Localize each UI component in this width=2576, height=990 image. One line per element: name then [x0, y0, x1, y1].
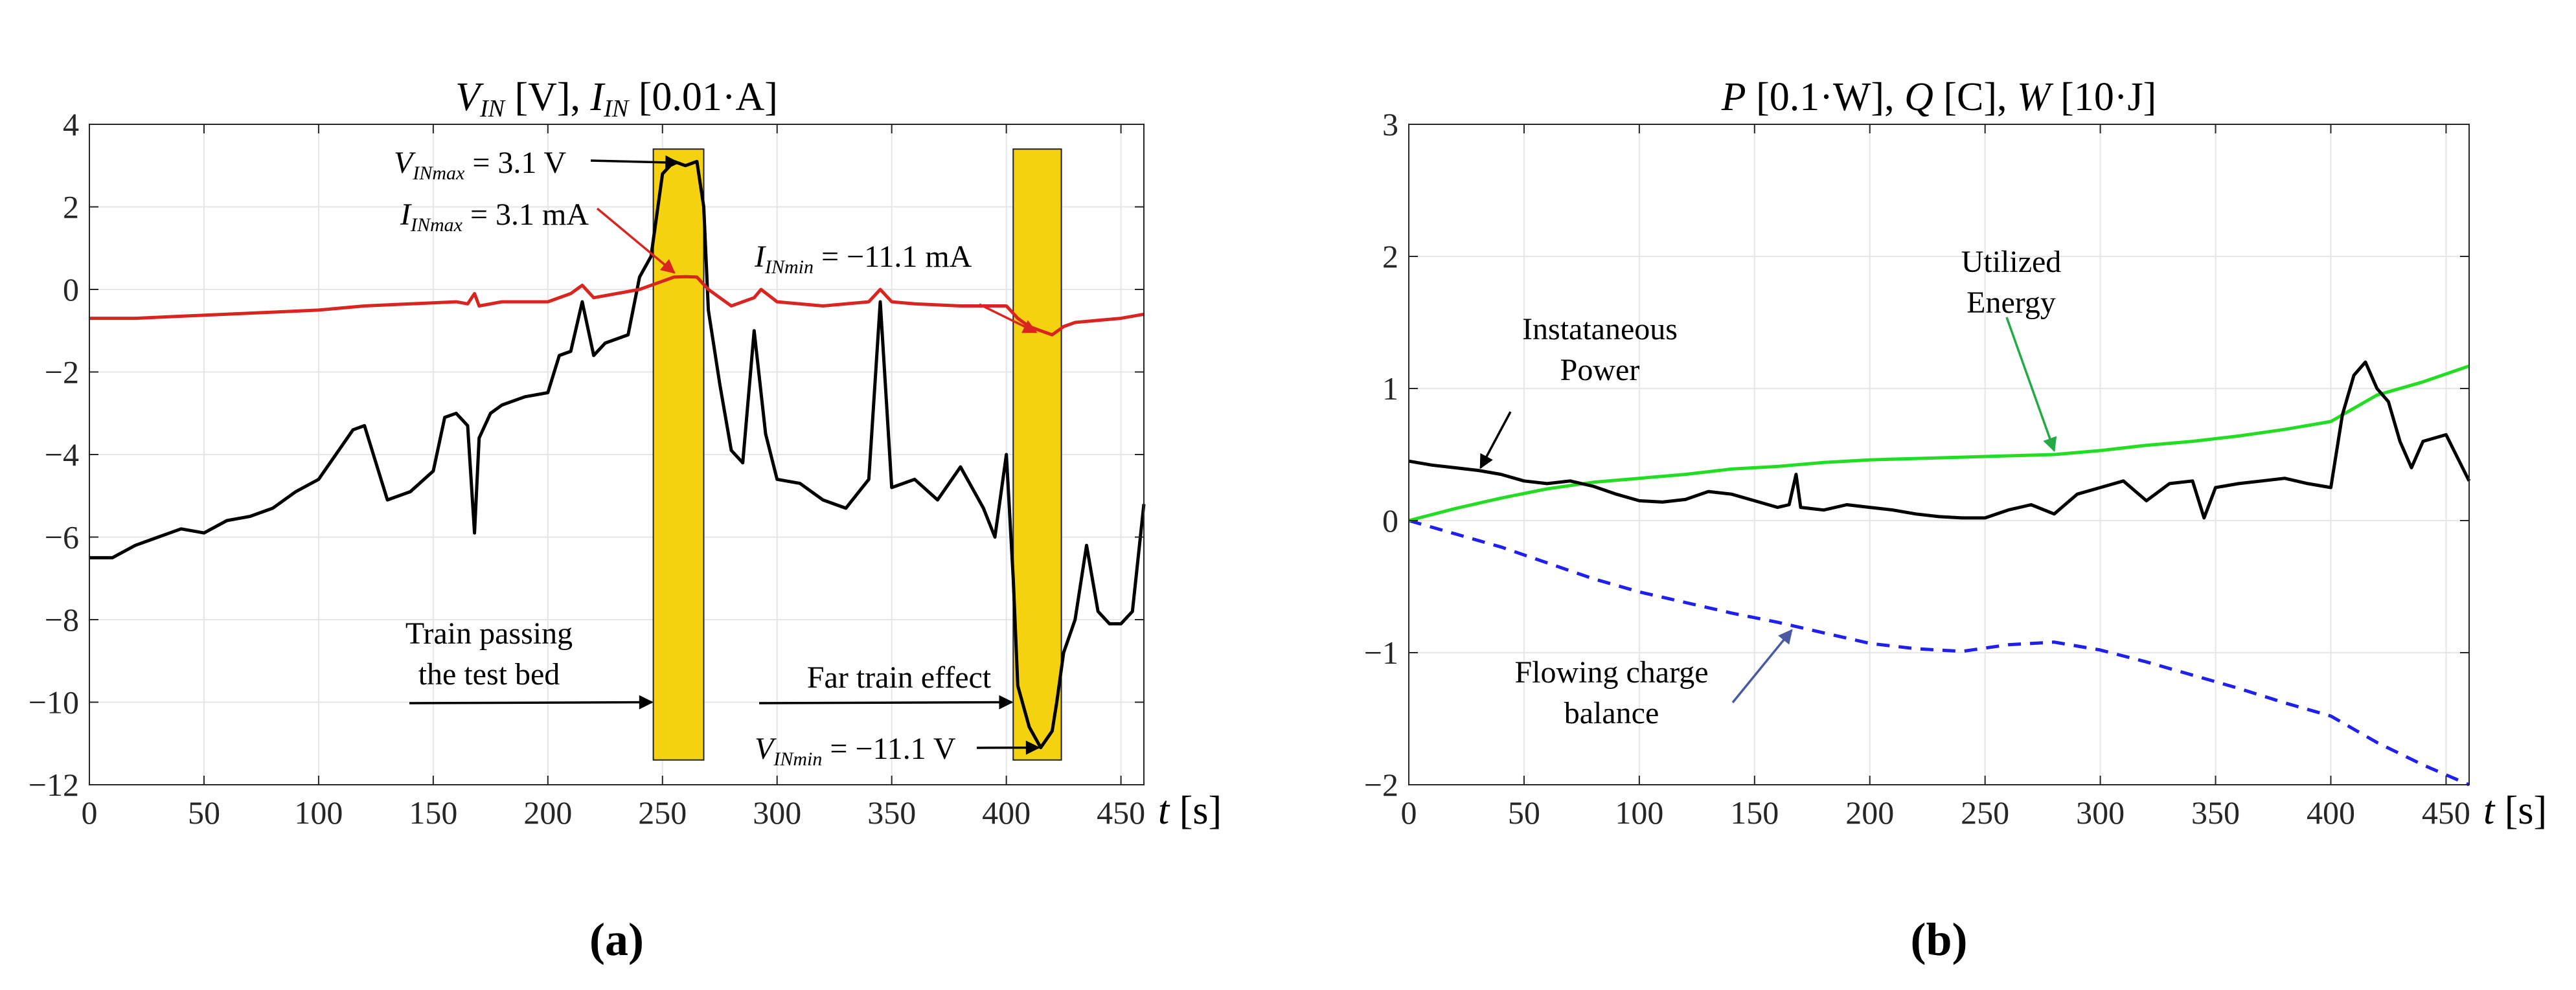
- x-tick-label: 250: [638, 794, 687, 831]
- y-tick-label: −2: [1364, 767, 1398, 803]
- chart-title-b: P [0.1·W], Q [C], W [10·J]: [1721, 75, 2157, 119]
- x-tick-label: 450: [1097, 794, 1145, 831]
- x-tick-label: 150: [409, 794, 457, 831]
- x-axis-label-a: t [s]: [1158, 789, 1222, 833]
- x-tick-label: 200: [1845, 794, 1894, 831]
- x-tick-label: 100: [1615, 794, 1663, 831]
- x-tick-label: 50: [1508, 794, 1540, 831]
- x-tick-label: 200: [523, 794, 572, 831]
- annotation-label: Train passing the test bed: [405, 616, 573, 692]
- annotation-arrow-imax: [596, 207, 676, 274]
- y-tick-label: 0: [63, 271, 79, 308]
- highlight-regions-a: [652, 148, 1062, 761]
- y-tick-label: 4: [63, 106, 79, 142]
- series-b: [1408, 360, 2471, 787]
- panel-label-b: (b): [1911, 914, 1968, 965]
- chart-panel-a: VIN [V], IIN [0.01·A] 0 50 100 150 200 250 300…: [28, 75, 1222, 965]
- annotation-label: IINmin = −11.1 mA: [754, 240, 972, 278]
- series-line-iin: [89, 275, 1145, 337]
- chart-title-a: VIN [V], IIN [0.01·A]: [455, 75, 778, 122]
- y-tick-label: −12: [28, 767, 79, 803]
- y-tick-label: 2: [63, 189, 79, 225]
- annotation-arrow-power: [1479, 411, 1512, 469]
- y-tick-label: 2: [1382, 238, 1398, 275]
- x-tick-label: 450: [2422, 794, 2470, 831]
- series-line-energy: [1408, 364, 2470, 523]
- x-axis-label-b: t [s]: [2483, 789, 2547, 833]
- x-tick-label: 350: [2191, 794, 2240, 831]
- axes-frame-b: [1408, 124, 2470, 785]
- y-tick-label: −10: [28, 684, 79, 721]
- x-tick-label: 0: [82, 794, 98, 831]
- y-tick-label: −4: [45, 436, 79, 473]
- panel-label-a: (a): [589, 914, 644, 965]
- x-tick-label: 300: [2076, 794, 2125, 831]
- annotation-arrow-energy: [2005, 317, 2057, 453]
- y-tick-label: −8: [45, 602, 79, 638]
- chart-panel-b: P [0.1·W], Q [C], W [10·J] 0 50 100 150 200 2…: [1364, 75, 2547, 965]
- annotations-a: VINmax = 3.1 V IINmax = 3.1 mA IINmin = −1…: [394, 146, 1040, 770]
- annotation-label: Instataneous Power: [1522, 312, 1678, 387]
- x-tick-label: 0: [1401, 794, 1417, 831]
- annotation-label: Flowing charge balance: [1514, 655, 1708, 730]
- grid-b: [1408, 124, 2469, 785]
- x-tick-label: 300: [753, 794, 801, 831]
- highlight-region: [1012, 148, 1062, 761]
- annotation-label: VINmax = 3.1 V: [394, 146, 567, 184]
- annotation-label: Utilized Energy: [1961, 245, 2062, 320]
- annotation-arrow-vmax: [590, 155, 680, 170]
- y-tick-label: −1: [1364, 635, 1398, 671]
- highlight-region: [652, 148, 705, 761]
- series-line-power: [1408, 360, 2471, 520]
- annotation-label: VINmin = −11.1 V: [755, 732, 956, 770]
- x-tick-label: 50: [188, 794, 220, 831]
- x-tick-label: 400: [982, 794, 1031, 831]
- y-tick-label: 0: [1382, 502, 1398, 539]
- x-tick-label: 350: [867, 794, 916, 831]
- annotations-b: Instataneous Power Utilized Energy Flowing c…: [1479, 245, 2062, 730]
- x-tick-label: 250: [1961, 794, 2009, 831]
- ticks-b: 0 50 100 150 200 250 300 350 400 450 3 2 1 0 −1 −2: [1364, 106, 2470, 831]
- y-tick-label: 3: [1382, 106, 1398, 142]
- x-tick-label: 100: [294, 794, 343, 831]
- annotation-arrow-charge: [1731, 629, 1793, 704]
- y-tick-label: −6: [45, 519, 79, 556]
- ticks-a: 0 50 100 150 200 250 300 350 400 450 4 2 0 −2 −4 −6 −8 −1…: [28, 106, 1145, 831]
- series-line-charge: [1408, 519, 2470, 787]
- x-tick-label: 150: [1730, 794, 1779, 831]
- annotation-arrow-train: [409, 695, 654, 710]
- annotation-arrow-imin: [979, 303, 1038, 333]
- x-tick-label: 400: [2307, 794, 2355, 831]
- annotation-label: IINmax = 3.1 mA: [400, 197, 589, 236]
- y-tick-label: 1: [1382, 370, 1398, 407]
- annotation-arrow-far: [758, 695, 1014, 710]
- y-tick-label: −2: [45, 354, 79, 390]
- annotation-label: Far train effect: [807, 660, 992, 695]
